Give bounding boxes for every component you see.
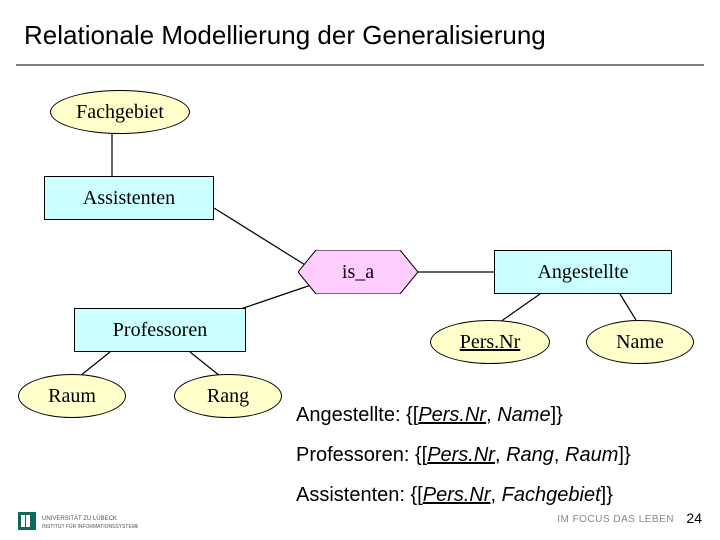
attr-label: Pers.Nr [460, 331, 521, 354]
title-divider [16, 64, 704, 66]
schema-part: , [554, 444, 565, 466]
footer-logo: UNIVERSITÄT ZU LÜBECK INSTITUT FÜR INFOR… [18, 510, 138, 537]
schema-part: Professoren: {[ [296, 444, 427, 466]
attr-raum: Raum [18, 374, 126, 418]
schema-part: ]} [618, 444, 630, 466]
entity-angestellte: Angestellte [494, 250, 672, 294]
attr-label: Fachgebiet [76, 101, 164, 124]
schema-part: , [491, 484, 502, 506]
rel-is-a: is_a [298, 250, 418, 294]
entity-label: Angestellte [537, 261, 628, 284]
schema-part: Raum [565, 444, 618, 466]
schema-part: Assistenten: {[ [296, 484, 423, 506]
schema-assistenten: Assistenten: {[Pers.Nr, Fachgebiet]} [296, 484, 613, 507]
footer-tagline: IM FOCUS DAS LEBEN [557, 514, 674, 525]
schema-part: Pers.Nr [427, 444, 495, 466]
entity-professoren: Professoren [74, 308, 246, 352]
attr-label: Rang [207, 385, 249, 408]
attr-fachgebiet: Fachgebiet [50, 90, 190, 134]
schema-part: Rang [506, 444, 554, 466]
entity-assistenten: Assistenten [44, 176, 214, 220]
entity-label: Professoren [113, 319, 207, 342]
page-title: Relationale Modellierung der Generalisie… [24, 20, 546, 51]
schema-part: , [486, 404, 497, 426]
attr-name: Name [586, 320, 694, 364]
rel-label: is_a [298, 261, 418, 284]
schema-part: , [495, 444, 506, 466]
attr-persnr: Pers.Nr [430, 320, 550, 364]
logo-svg: UNIVERSITÄT ZU LÜBECK INSTITUT FÜR INFOR… [18, 510, 138, 532]
attr-label: Raum [48, 385, 96, 408]
schema-part: ]} [601, 484, 613, 506]
schema-part: Pers.Nr [423, 484, 491, 506]
attr-label: Name [616, 331, 664, 354]
schema-part: Fachgebiet [502, 484, 601, 506]
schema-part: Name [497, 404, 550, 426]
svg-text:UNIVERSITÄT ZU LÜBECK: UNIVERSITÄT ZU LÜBECK [42, 515, 117, 522]
page-number: 24 [686, 510, 702, 526]
schema-part: Angestellte: {[ [296, 404, 418, 426]
entity-label: Assistenten [83, 187, 175, 210]
svg-text:INSTITUT FÜR INFORMATIONSSYSTE: INSTITUT FÜR INFORMATIONSSYSTEME [42, 523, 138, 530]
attr-rang: Rang [174, 374, 282, 418]
schema-part: ]} [551, 404, 563, 426]
slide: Relationale Modellierung der Generalisie… [0, 0, 720, 540]
schema-professoren: Professoren: {[Pers.Nr, Rang, Raum]} [296, 444, 631, 467]
schema-part: Pers.Nr [418, 404, 486, 426]
schema-angestellte: Angestellte: {[Pers.Nr, Name]} [296, 404, 563, 427]
